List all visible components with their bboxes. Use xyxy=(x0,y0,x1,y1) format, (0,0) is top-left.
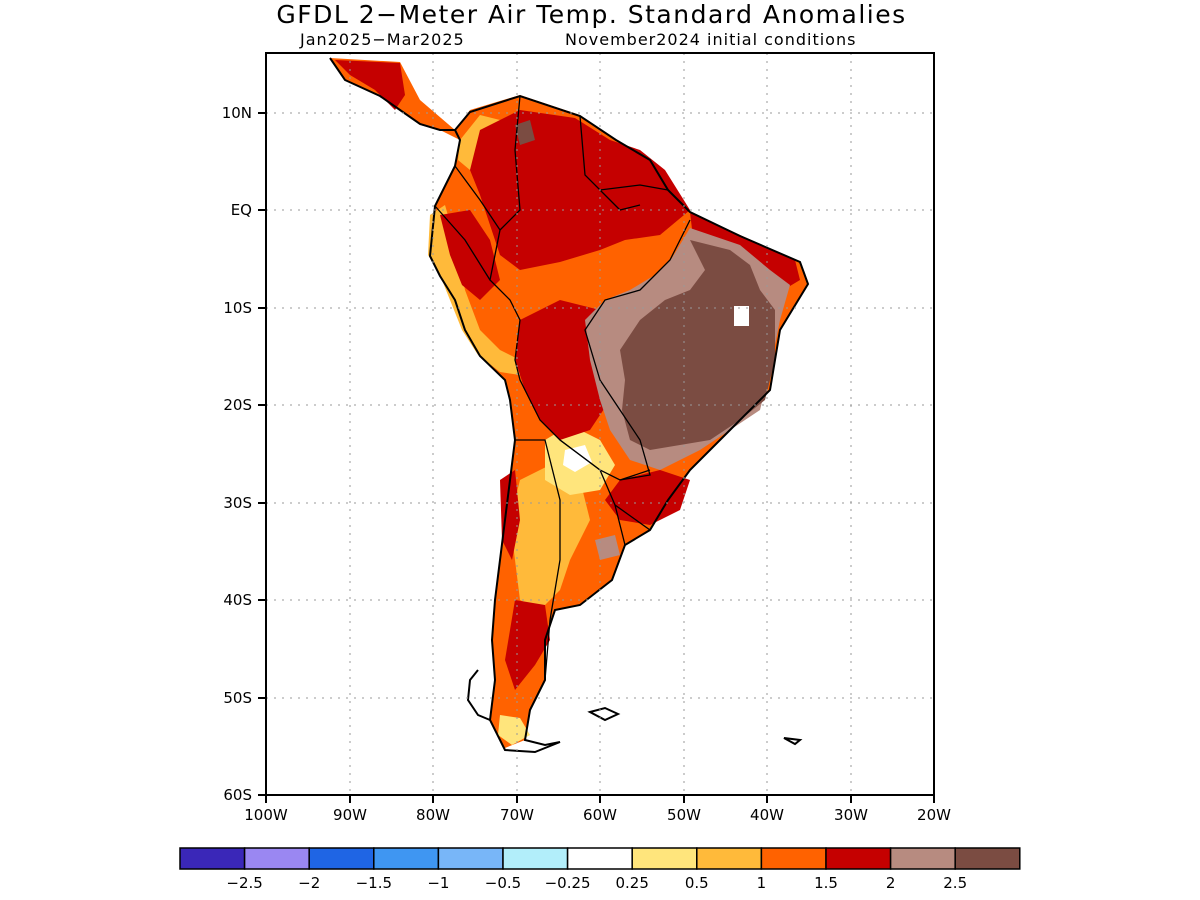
colorbar-swatch xyxy=(566,847,633,870)
colorbar-swatch xyxy=(502,847,569,870)
initial-conditions-label: November2024 initial conditions xyxy=(565,30,857,49)
colorbar xyxy=(179,847,1021,870)
colorbar-label: −2.5 xyxy=(226,874,262,892)
colorbar-label: −1 xyxy=(427,874,449,892)
colorbar-swatch xyxy=(825,847,892,870)
lat-tick-label: 50S xyxy=(223,689,252,707)
colorbar-swatch xyxy=(308,847,375,870)
lat-tick-label: 60S xyxy=(223,786,252,804)
lat-tick-label: 40S xyxy=(223,591,252,609)
colorbar-label: 2 xyxy=(886,874,896,892)
lat-tick-label: 20S xyxy=(223,396,252,414)
colorbar-swatch xyxy=(954,847,1021,870)
lon-tick-label: 100W xyxy=(244,806,288,824)
lat-tick-label: 10S xyxy=(223,299,252,317)
lat-tick-label: 10N xyxy=(222,104,252,122)
colorbar-swatch xyxy=(631,847,698,870)
lon-tick-label: 30W xyxy=(834,806,868,824)
colorbar-swatch xyxy=(243,847,310,870)
map-title: GFDL 2−Meter Air Temp. Standard Anomalie… xyxy=(276,0,907,29)
anomaly-zone-red-peru xyxy=(440,210,500,300)
anomaly-field xyxy=(329,57,810,754)
anomaly-zone-light-orange-argentina xyxy=(510,460,590,610)
lon-tick-label: 40W xyxy=(750,806,784,824)
anomaly-zone-red-central-america xyxy=(335,60,405,110)
colorbar-label: −2 xyxy=(298,874,320,892)
lon-tick-label: 50W xyxy=(667,806,701,824)
colorbar-label: 0.25 xyxy=(615,874,648,892)
colorbar-swatch xyxy=(373,847,440,870)
anomaly-zone-red-chile xyxy=(500,470,520,560)
colorbar-label: −1.5 xyxy=(356,874,392,892)
colorbar-label: 1.5 xyxy=(814,874,838,892)
colorbar-label: 0.5 xyxy=(685,874,709,892)
anomaly-zone-dark-brown xyxy=(620,240,775,450)
lon-tick-label: 20W xyxy=(917,806,951,824)
colorbar-labels: −2.5 −2 −1.5 −1 −0.5 −0.25 0.25 0.5 1 1.5 2 2.5 xyxy=(226,874,967,892)
colorbar-label: 2.5 xyxy=(943,874,967,892)
anomaly-zone-neutral-chaco xyxy=(563,445,592,472)
colorbar-swatch xyxy=(179,847,246,870)
colorbar-swatch xyxy=(889,847,956,870)
forecast-period: Jan2025−Mar2025 xyxy=(300,30,465,49)
anomaly-zone-red-patagonia xyxy=(505,600,550,690)
anomaly-zone-red-north xyxy=(470,110,690,270)
anomaly-zone-yellow-patagonia xyxy=(498,715,530,745)
tick-marks xyxy=(258,112,935,803)
colorbar-swatch xyxy=(696,847,763,870)
lat-tick-label: 30S xyxy=(223,494,252,512)
lon-tick-label: 60W xyxy=(583,806,617,824)
colorbar-label: −0.25 xyxy=(545,874,591,892)
anomaly-zone-dark-brown-guiana xyxy=(515,120,535,145)
colorbar-swatch xyxy=(760,847,827,870)
anomaly-zone-light-brown-uruguay xyxy=(595,535,620,560)
colorbar-swatch xyxy=(437,847,504,870)
lon-tick-label: 80W xyxy=(416,806,450,824)
lat-tick-label: EQ xyxy=(231,201,252,219)
latitude-labels: 10N EQ 10S 20S 30S 40S 50S 60S xyxy=(222,104,252,804)
colorbar-label: −0.5 xyxy=(485,874,521,892)
anomaly-zone-red-uruguay xyxy=(605,470,690,525)
colorbar-label: 1 xyxy=(757,874,767,892)
lon-tick-label: 70W xyxy=(500,806,534,824)
lon-tick-label: 90W xyxy=(333,806,367,824)
longitude-labels: 100W 90W 80W 70W 60W 50W 40W 30W 20W xyxy=(244,806,951,824)
missing-data-cell xyxy=(734,306,749,326)
